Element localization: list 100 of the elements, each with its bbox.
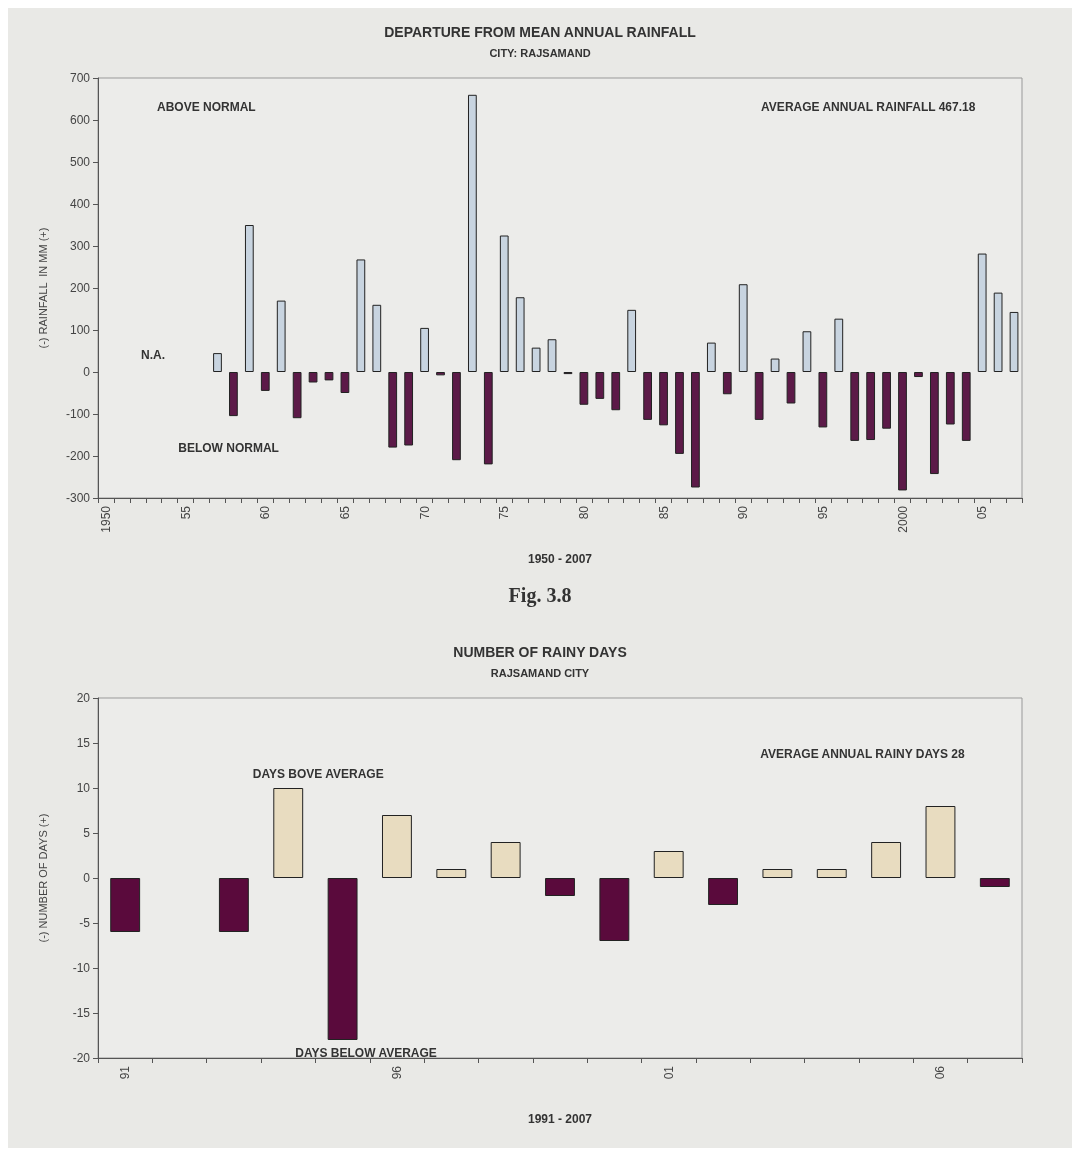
annotation: DAYS BELOW AVERAGE (295, 1045, 437, 1060)
bar (273, 788, 304, 878)
bar (871, 842, 902, 878)
chart-title: NUMBER OF RAINY DAYS (453, 644, 627, 660)
y-tick-label: 500 (69, 155, 91, 169)
bar (898, 372, 907, 491)
bar (993, 292, 1003, 372)
bar (866, 372, 876, 441)
bar (579, 372, 589, 405)
bar (738, 284, 748, 372)
chart-subtitle: CITY: RAJSAMAND (489, 46, 591, 59)
x-tick-label: 85 (656, 505, 671, 520)
bar (611, 372, 621, 411)
bar (834, 318, 844, 372)
bar (483, 372, 493, 465)
bar (802, 331, 812, 372)
y-tick-label: 300 (69, 239, 91, 253)
bar (786, 372, 796, 404)
x-tick-label: 60 (258, 505, 273, 520)
x-tick-label: 80 (576, 505, 591, 520)
y-tick-label: 400 (69, 197, 91, 211)
bar (882, 372, 891, 429)
bar (945, 372, 955, 425)
bar (229, 372, 238, 417)
bar (643, 372, 652, 420)
y-tick-label: 20 (76, 691, 91, 705)
annotation: N.A. (141, 348, 165, 362)
bar (260, 372, 270, 391)
bar (436, 869, 467, 878)
annotation: ABOVE NORMAL (156, 100, 256, 114)
x-tick-label: 70 (417, 505, 432, 520)
bar (292, 372, 302, 419)
bar (595, 372, 605, 399)
bar (979, 878, 1010, 887)
y-tick-label: -200 (65, 449, 91, 463)
bar (708, 878, 739, 905)
y-tick-label: -15 (72, 1006, 91, 1020)
y-tick-label: 15 (76, 736, 91, 750)
bar (691, 372, 700, 488)
bar (722, 372, 732, 395)
bar (659, 372, 668, 426)
bar (706, 342, 716, 372)
bar (818, 372, 828, 428)
bar (244, 225, 254, 372)
x-tick-label: 06 (933, 1065, 948, 1080)
x-tick-label: 55 (178, 505, 193, 520)
bar (1009, 311, 1019, 372)
bar (515, 297, 525, 372)
bar (925, 806, 956, 878)
x-tick-label: 90 (736, 505, 751, 520)
bar (324, 372, 334, 381)
y-axis-title: (-) RAINFALL IN MM (+) (36, 227, 49, 349)
bar (627, 309, 637, 372)
y-tick-label: -100 (65, 407, 91, 421)
x-tick-label: 95 (815, 505, 830, 520)
bar (213, 353, 222, 372)
y-tick-label: 5 (83, 826, 91, 840)
annotation: DAYS BOVE AVERAGE (252, 767, 384, 782)
x-tick-label: 01 (661, 1065, 676, 1080)
x-axis-title: 1950 - 2007 (527, 552, 593, 566)
bar (490, 842, 521, 878)
y-tick-label: 600 (69, 113, 91, 127)
x-axis-title: 1991 - 2007 (527, 1112, 593, 1126)
bar (404, 372, 414, 446)
bar (961, 372, 971, 441)
bar (327, 878, 358, 1040)
caption: Fig. 3.8 (508, 583, 572, 607)
y-tick-label: -5 (79, 916, 91, 930)
bar (452, 372, 461, 461)
x-tick-label: 2000 (895, 505, 910, 533)
y-tick-label: -10 (72, 961, 91, 975)
bar (762, 869, 793, 878)
bar (930, 372, 939, 475)
y-tick-label: -300 (65, 491, 91, 505)
x-tick-label: 1950 (98, 505, 113, 533)
y-axis-title: (-) NUMBER OF DAYS (+) (36, 813, 49, 943)
bar (381, 815, 412, 878)
bar (754, 372, 764, 420)
x-tick-label: 05 (975, 505, 990, 520)
y-tick-label: -20 (72, 1051, 91, 1065)
bar (218, 878, 249, 932)
bar (436, 372, 445, 376)
bar (420, 327, 429, 372)
chart-title: DEPARTURE FROM MEAN ANNUAL RAINFALL (384, 24, 697, 40)
x-tick-label: 75 (497, 505, 512, 520)
y-tick-label: 10 (76, 781, 91, 795)
chart-subtitle: RAJSAMAND CITY (490, 666, 590, 679)
y-tick-label: 700 (69, 71, 91, 85)
y-tick-label: 100 (69, 323, 91, 337)
bar (816, 869, 847, 878)
bar (110, 878, 141, 932)
bar (914, 372, 923, 378)
x-tick-label: 96 (389, 1065, 404, 1080)
bar (276, 300, 286, 372)
bar (547, 339, 557, 372)
bar (531, 347, 541, 372)
x-tick-label: 65 (337, 505, 352, 520)
bar (977, 253, 987, 372)
bar (388, 372, 398, 448)
bar (340, 372, 350, 393)
